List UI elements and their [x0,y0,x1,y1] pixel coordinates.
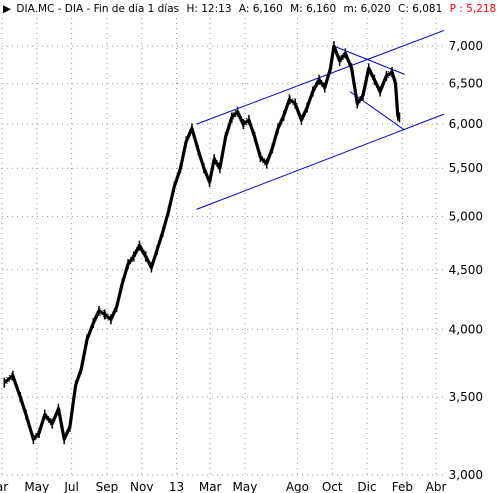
x-tick-label: Nov [130,480,153,493]
x-tick-label: Sep [96,480,119,493]
header-m: M: 6,160 [290,3,336,15]
y-tick-label: 7,000 [449,39,483,53]
y-tick-label: 6,000 [449,117,483,131]
x-tick-label: Jul [63,480,78,493]
price-low-range [3,47,400,444]
price-high-range [3,41,400,438]
price-line [3,44,401,441]
x-axis: ar May Jul Sep Nov 13 Mar May Ago Oct Dic Feb Abr [0,480,446,493]
header-a: A: 6,160 [239,3,283,15]
x-tick-label: Ago [286,480,309,493]
y-tick-label: 5,000 [449,209,483,223]
x-tick-label: May [24,480,49,493]
y-tick-label: 6,500 [449,77,483,91]
trendline [349,91,405,131]
y-tick-label: 4,500 [449,263,483,277]
header-icon: ▶ [3,3,12,15]
x-tick-label: Abr [426,480,447,493]
header-h: H: 12:13 [186,3,231,15]
x-tick-label: Feb [392,480,413,493]
x-tick-label: ar [0,480,8,493]
price-series [3,41,401,445]
x-tick-label: 13 [169,480,184,493]
grid [1,18,444,476]
y-tick-label: 4,000 [449,322,483,336]
x-tick-label: May [233,480,258,493]
header-c: C: 6,081 [398,3,442,15]
x-tick-label: Mar [199,480,222,493]
header-symbol: DIA.MC - DIA - Fin de día 1 días [16,3,179,15]
header-low: m: 6,020 [343,3,390,15]
header-bar [0,0,501,17]
header-line: ▶ DIA.MC - DIA - Fin de día 1 días H: 12… [3,3,501,15]
y-tick-label: 5,500 [449,161,483,175]
x-tick-label: Dic [357,480,376,493]
x-tick-label: Oct [322,480,343,493]
trendline [196,113,445,210]
header-p: P : 5,218 [450,3,497,15]
y-tick-label: 3,500 [449,390,483,404]
y-axis: 3,000 3,500 4,000 4,500 5,000 5,500 6,000 6,500… [449,39,483,482]
y-tick-label: 3,000 [449,468,483,482]
